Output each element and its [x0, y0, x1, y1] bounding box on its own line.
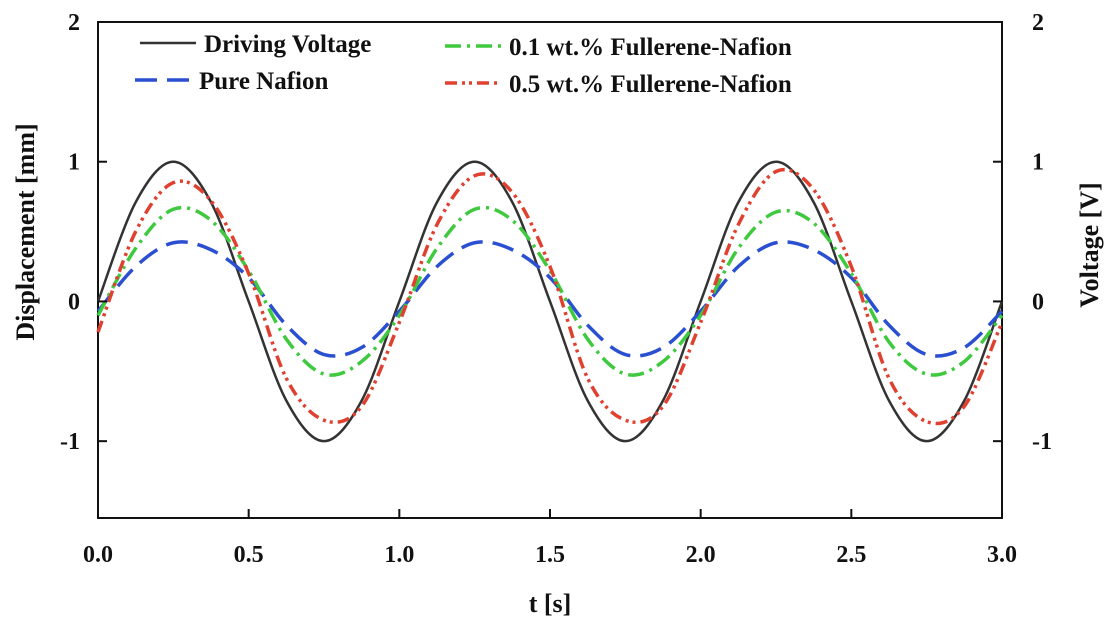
- y-tick-label: 0: [68, 289, 80, 315]
- y2-tick-label: 0: [1032, 289, 1044, 315]
- legend-label-0-1-wt-fullerene-nafion: 0.1 wt.% Fullerene-Nafion: [509, 34, 792, 61]
- legend-label-pure-nafion: Pure Nafion: [199, 68, 328, 95]
- y-axis-title: Displacement [mm]: [11, 123, 40, 340]
- series-layer: [96, 160, 1004, 443]
- legend: Driving Voltage Pure Nafion 0.1 wt.% Fulle…: [135, 31, 792, 98]
- x-tick-label: 1.5: [535, 542, 565, 568]
- x-tick-label: 0.0: [83, 542, 113, 568]
- y2-tick-label: 2: [1032, 10, 1044, 36]
- y2-tick-label: 1: [1032, 150, 1044, 176]
- x-tick-label: 2.5: [836, 542, 866, 568]
- legend-label-driving-voltage: Driving Voltage: [204, 31, 371, 58]
- x-tick-label: 1.0: [384, 542, 414, 568]
- y2-tick-label: -1: [1032, 429, 1052, 455]
- x-tick-label: 0.5: [234, 542, 264, 568]
- series-line-pure-nafion: [96, 240, 1004, 358]
- legend-label-0-5-wt-fullerene-nafion: 0.5 wt.% Fullerene-Nafion: [509, 71, 792, 98]
- x-axis-title: t [s]: [529, 589, 572, 618]
- y2-axis-title: Voltage [V]: [1075, 182, 1104, 307]
- series-line-driving-voltage: [96, 160, 1004, 443]
- x-tick-label: 3.0: [987, 542, 1017, 568]
- tick-layer: 0.0 0.5 1.0 1.5 2.0 2.5 3.0 -1 0 1 2 -1 0 1 2: [60, 10, 1052, 568]
- y-tick-label: 2: [68, 10, 80, 36]
- series-line-0-5-wt-fullerene-nafion: [96, 167, 1004, 426]
- y-tick-label: 1: [68, 150, 80, 176]
- y-tick-label: -1: [60, 429, 80, 455]
- x-tick-label: 2.0: [686, 542, 716, 568]
